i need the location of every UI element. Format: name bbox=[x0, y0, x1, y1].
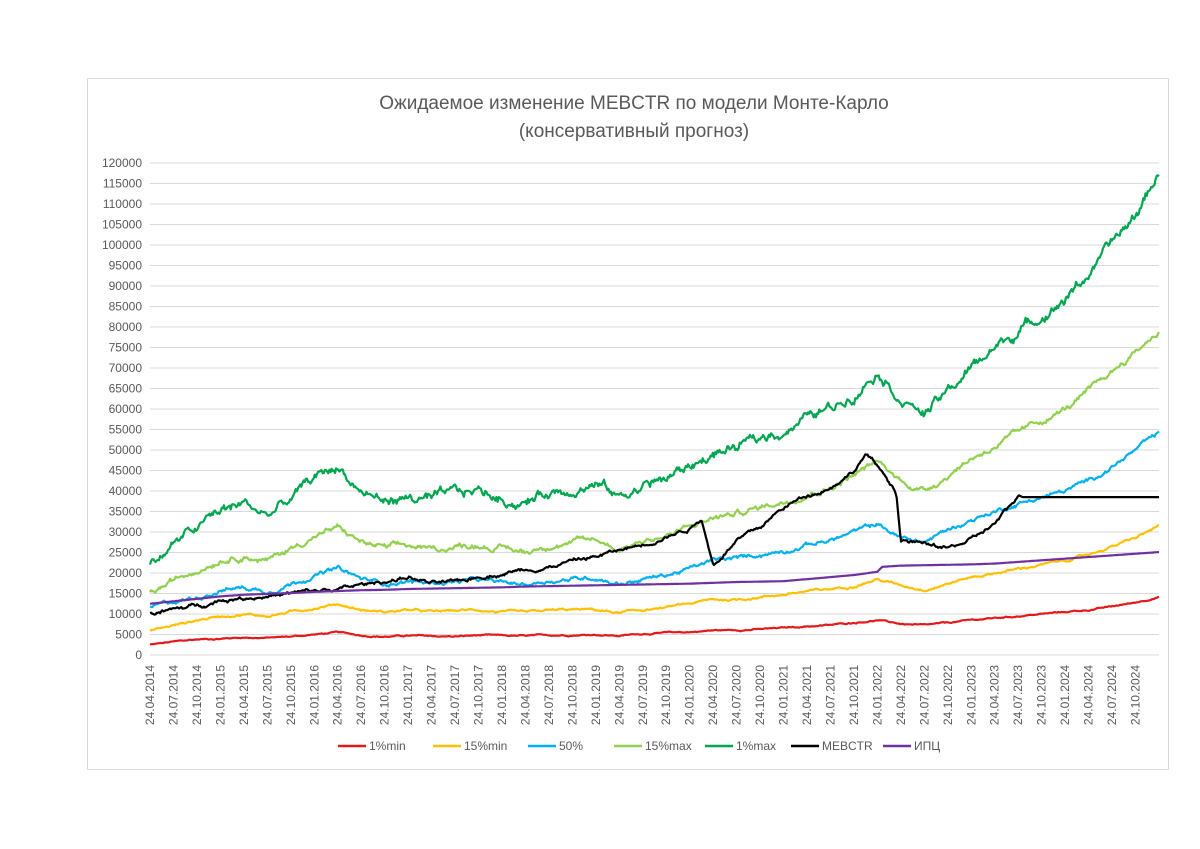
x-tick-label: 24.07.2018 bbox=[542, 665, 556, 725]
x-axis-ticks: 24.04.2014 24.07.2014 24.10.2014 24.01.2015… bbox=[143, 665, 1143, 725]
x-tick-label: 24.04.2021 bbox=[800, 665, 814, 725]
x-tick-label: 24.01.2016 bbox=[307, 665, 321, 725]
series-line bbox=[149, 595, 1160, 646]
y-tick-label: 40000 bbox=[109, 484, 143, 498]
x-tick-label: 24.04.2022 bbox=[894, 665, 908, 725]
x-tick-label: 24.07.2014 bbox=[166, 665, 180, 725]
legend-label: ИПЦ bbox=[914, 739, 940, 753]
series-line bbox=[149, 524, 1160, 632]
series-line bbox=[149, 430, 1160, 609]
series-line bbox=[149, 331, 1160, 594]
x-tick-label: 24.07.2021 bbox=[823, 665, 837, 725]
x-tick-label: 24.04.2015 bbox=[237, 665, 251, 725]
x-tick-label: 24.07.2019 bbox=[636, 665, 650, 725]
x-tick-label: 24.01.2018 bbox=[495, 665, 509, 725]
y-tick-label: 50000 bbox=[109, 443, 143, 457]
y-tick-label: 15000 bbox=[109, 587, 143, 601]
x-tick-label: 24.04.2020 bbox=[706, 665, 720, 725]
series-lines bbox=[148, 174, 1160, 646]
x-tick-label: 24.04.2016 bbox=[331, 665, 345, 725]
y-tick-label: 0 bbox=[135, 648, 142, 662]
x-tick-label: 24.01.2015 bbox=[213, 665, 227, 725]
y-tick-label: 80000 bbox=[109, 320, 143, 334]
y-axis-ticks: 0 5000 10000 15000 20000 25000 30000 35000 40000… bbox=[102, 156, 142, 662]
x-tick-label: 24.10.2017 bbox=[472, 665, 486, 725]
y-tick-label: 70000 bbox=[109, 361, 143, 375]
x-tick-label: 24.01.2023 bbox=[964, 665, 978, 725]
y-tick-label: 110000 bbox=[103, 197, 142, 211]
y-tick-label: 35000 bbox=[109, 505, 143, 519]
x-tick-label: 24.07.2022 bbox=[917, 665, 931, 725]
legend-label: 1%min bbox=[369, 739, 406, 753]
gridlines bbox=[150, 162, 1159, 656]
y-tick-label: 115000 bbox=[103, 177, 142, 191]
y-tick-label: 45000 bbox=[109, 464, 143, 478]
x-tick-label: 24.01.2022 bbox=[870, 665, 884, 725]
x-tick-label: 24.07.2024 bbox=[1105, 665, 1119, 725]
x-tick-label: 24.04.2024 bbox=[1082, 665, 1096, 725]
x-tick-label: 24.07.2017 bbox=[448, 665, 462, 725]
x-tick-label: 24.04.2017 bbox=[425, 665, 439, 725]
legend-label: 15%max bbox=[645, 739, 692, 753]
legend-label: 50% bbox=[559, 739, 583, 753]
y-tick-label: 90000 bbox=[109, 279, 143, 293]
x-tick-label: 24.10.2018 bbox=[565, 665, 579, 725]
x-tick-label: 24.01.2020 bbox=[683, 665, 697, 725]
x-tick-label: 24.04.2014 bbox=[143, 665, 157, 725]
y-tick-label: 25000 bbox=[109, 546, 143, 560]
x-tick-label: 24.04.2023 bbox=[988, 665, 1002, 725]
y-tick-label: 85000 bbox=[109, 300, 143, 314]
x-tick-label: 24.01.2017 bbox=[401, 665, 415, 725]
y-tick-label: 55000 bbox=[109, 423, 143, 437]
x-tick-label: 24.04.2018 bbox=[518, 665, 532, 725]
chart-svg: Ожидаемое изменение MEBCTR по модели Мон… bbox=[102, 93, 1160, 753]
x-tick-label: 24.04.2019 bbox=[612, 665, 626, 725]
x-tick-label: 24.10.2016 bbox=[378, 665, 392, 725]
x-tick-label: 24.10.2022 bbox=[941, 665, 955, 725]
legend-label: 1%max bbox=[736, 739, 776, 753]
legend-label: MEBCTR bbox=[822, 739, 873, 753]
x-tick-label: 24.10.2019 bbox=[659, 665, 673, 725]
y-tick-label: 10000 bbox=[109, 607, 143, 621]
x-tick-label: 24.10.2023 bbox=[1035, 665, 1049, 725]
legend: 1%min 15%min 50% 15%max 1%max MEBCTR ИПЦ bbox=[338, 739, 940, 753]
x-tick-label: 24.07.2016 bbox=[354, 665, 368, 725]
y-tick-label: 65000 bbox=[109, 382, 143, 396]
x-tick-label: 24.07.2023 bbox=[1011, 665, 1025, 725]
y-tick-label: 100000 bbox=[102, 238, 142, 252]
y-tick-label: 30000 bbox=[109, 525, 143, 539]
x-tick-label: 24.07.2015 bbox=[260, 665, 274, 725]
x-tick-label: 24.01.2021 bbox=[777, 665, 791, 725]
y-tick-label: 60000 bbox=[109, 402, 143, 416]
x-tick-label: 24.10.2015 bbox=[284, 665, 298, 725]
legend-label: 15%min bbox=[464, 739, 507, 753]
series-line bbox=[148, 174, 1160, 565]
x-tick-label: 24.07.2020 bbox=[730, 665, 744, 725]
chart-subtitle: (консервативный прогноз) bbox=[519, 121, 749, 142]
y-tick-label: 95000 bbox=[109, 259, 143, 273]
y-tick-label: 20000 bbox=[109, 566, 143, 580]
x-tick-label: 24.10.2021 bbox=[847, 665, 861, 725]
series-line bbox=[149, 551, 1160, 605]
y-tick-label: 5000 bbox=[115, 628, 142, 642]
y-tick-label: 120000 bbox=[102, 156, 142, 170]
y-tick-label: 75000 bbox=[109, 341, 143, 355]
y-tick-label: 105000 bbox=[102, 218, 142, 232]
x-tick-label: 24.01.2024 bbox=[1058, 665, 1072, 725]
x-tick-label: 24.01.2019 bbox=[589, 665, 603, 725]
x-tick-label: 24.10.2014 bbox=[190, 665, 204, 725]
x-tick-label: 24.10.2020 bbox=[753, 665, 767, 725]
x-tick-label: 24.10.2024 bbox=[1129, 665, 1143, 725]
chart-frame: Ожидаемое изменение MEBCTR по модели Мон… bbox=[87, 78, 1169, 770]
chart-title: Ожидаемое изменение MEBCTR по модели Мон… bbox=[379, 93, 889, 114]
